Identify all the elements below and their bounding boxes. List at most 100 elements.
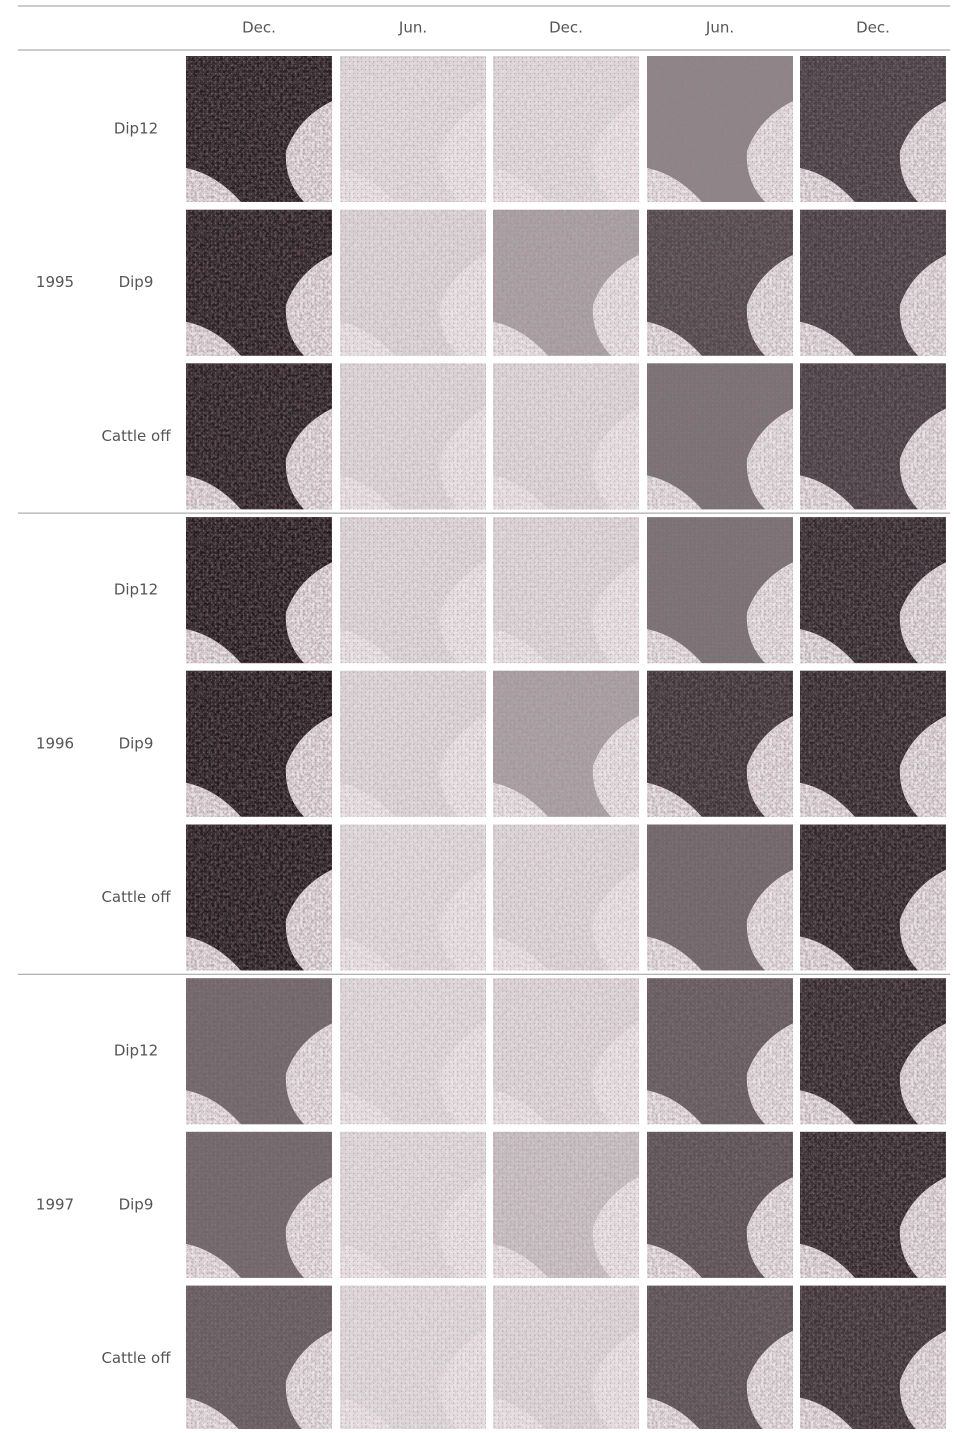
dot-grid: [493, 56, 639, 202]
map-image: [340, 517, 486, 663]
map-image: [493, 56, 639, 202]
map-image: [340, 825, 486, 971]
map-image: [800, 825, 946, 971]
dot-grid: [800, 210, 946, 356]
map-image: [186, 1132, 332, 1278]
column-header: Dec.: [856, 19, 890, 37]
dot-grid: [493, 363, 639, 509]
map-image: [800, 671, 946, 817]
dot-grid: [340, 363, 486, 509]
dot-grid: [493, 1286, 639, 1429]
treatment-label: Dip12: [114, 581, 158, 599]
dot-grid: [340, 517, 486, 663]
map-image: [493, 363, 639, 509]
map-image: [800, 210, 946, 356]
map-image: [493, 517, 639, 663]
treatment-label: Cattle off: [101, 888, 171, 906]
dot-grid: [493, 671, 639, 817]
map-image: [800, 363, 946, 509]
treatment-label: Dip12: [114, 120, 158, 138]
treatment-label: Dip9: [119, 734, 154, 752]
treatment-label: Dip9: [119, 1195, 154, 1213]
dot-grid: [800, 671, 946, 817]
map-image: [493, 210, 639, 356]
map-image: [186, 363, 332, 509]
year-label: 1996: [36, 734, 74, 752]
map-image: [800, 1286, 946, 1429]
dot-grid: [800, 1132, 946, 1278]
dot-grid: [647, 363, 793, 509]
dot-grid: [647, 671, 793, 817]
dot-grid: [800, 978, 946, 1124]
dot-grid: [647, 978, 793, 1124]
dot-grid: [186, 56, 332, 202]
dot-grid: [800, 517, 946, 663]
column-header: Dec.: [242, 19, 276, 37]
map-image: [493, 1286, 639, 1429]
map-image: [800, 1132, 946, 1278]
map-image: [647, 671, 793, 817]
dot-grid: [186, 978, 332, 1124]
treatment-label: Cattle off: [101, 1349, 171, 1367]
dot-grid: [647, 56, 793, 202]
dot-grid: [800, 363, 946, 509]
dot-grid: [186, 517, 332, 663]
dot-grid: [493, 1132, 639, 1278]
dot-grid: [186, 1286, 332, 1429]
dot-grid: [647, 210, 793, 356]
treatment-label: Dip12: [114, 1042, 158, 1060]
dot-grid: [340, 56, 486, 202]
map-image: [186, 825, 332, 971]
dot-grid: [186, 363, 332, 509]
dot-grid: [186, 825, 332, 971]
map-image: [800, 978, 946, 1124]
dot-grid: [186, 1132, 332, 1278]
map-image: [186, 210, 332, 356]
map-image: [647, 1132, 793, 1278]
dot-grid: [340, 1286, 486, 1429]
dot-grid: [647, 825, 793, 971]
map-image: [340, 210, 486, 356]
dot-grid: [340, 210, 486, 356]
map-image: [493, 825, 639, 971]
map-image: [340, 56, 486, 202]
column-header: Jun.: [705, 19, 734, 37]
column-header: Jun.: [398, 19, 427, 37]
dot-grid: [340, 978, 486, 1124]
dot-grid: [340, 671, 486, 817]
dot-grid: [800, 1286, 946, 1429]
dot-grid: [647, 1132, 793, 1278]
dot-grid: [800, 825, 946, 971]
dot-grid: [800, 56, 946, 202]
treatment-label: Dip9: [119, 273, 154, 291]
map-image: [340, 671, 486, 817]
dot-grid: [647, 517, 793, 663]
map-image: [647, 210, 793, 356]
map-image: [493, 671, 639, 817]
map-image: [340, 978, 486, 1124]
year-label: 1997: [36, 1195, 74, 1213]
map-image: [647, 978, 793, 1124]
dot-grid: [493, 825, 639, 971]
map-image: [340, 363, 486, 509]
dot-grid: [493, 978, 639, 1124]
dot-grid: [493, 210, 639, 356]
map-image: [186, 1286, 332, 1429]
map-image: [647, 56, 793, 202]
map-image: [800, 517, 946, 663]
figure: Dec. Jun. Dec. Jun. Dec. 1995 Dip12 Dip9 Cattle …: [0, 0, 955, 1429]
year-label: 1995: [36, 273, 74, 291]
map-image: [186, 517, 332, 663]
map-image: [647, 825, 793, 971]
map-image: [493, 978, 639, 1124]
dot-grid: [340, 1132, 486, 1278]
dot-grid: [186, 671, 332, 817]
map-image: [647, 363, 793, 509]
map-image: [647, 517, 793, 663]
map-image: [493, 1132, 639, 1278]
map-image: [186, 671, 332, 817]
map-image: [340, 1286, 486, 1429]
dot-grid: [647, 1286, 793, 1429]
treatment-label: Cattle off: [101, 427, 171, 445]
column-header: Dec.: [549, 19, 583, 37]
